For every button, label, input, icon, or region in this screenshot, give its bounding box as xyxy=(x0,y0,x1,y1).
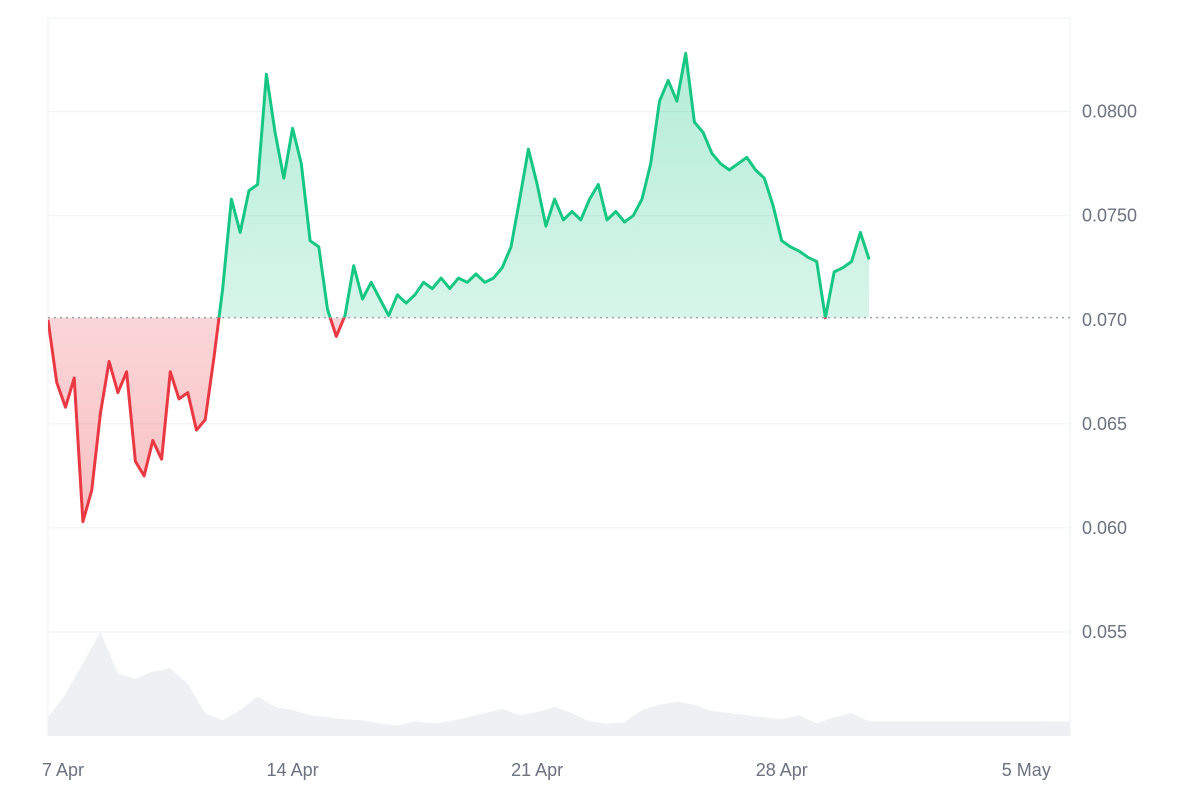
x-tick-label: 28 Apr xyxy=(756,760,808,780)
y-tick-label: 0.060 xyxy=(1082,518,1127,538)
y-tick-label: 0.0750 xyxy=(1082,206,1137,226)
x-tick-label: 14 Apr xyxy=(267,760,319,780)
y-tick-label: 0.070 xyxy=(1082,310,1127,330)
x-axis: 7 Apr 14 Apr 21 Apr 28 Apr 5 May xyxy=(42,760,1051,780)
price-area-down xyxy=(48,317,870,522)
volume-area xyxy=(48,632,1070,736)
y-tick-label: 0.0800 xyxy=(1082,102,1137,122)
x-tick-label: 5 May xyxy=(1002,760,1051,780)
price-line xyxy=(48,51,871,524)
y-axis: 0.055 0.060 0.065 0.070 0.0750 0.0800 xyxy=(1082,102,1137,642)
x-tick-label: 7 Apr xyxy=(42,760,84,780)
x-tick-label: 21 Apr xyxy=(511,760,563,780)
price-line-down xyxy=(48,317,827,524)
price-area xyxy=(48,53,870,522)
price-area-up xyxy=(219,53,870,318)
y-tick-label: 0.055 xyxy=(1082,622,1127,642)
volume-area-shape xyxy=(48,632,1070,736)
y-tick-label: 0.065 xyxy=(1082,414,1127,434)
price-line-up xyxy=(217,51,871,318)
